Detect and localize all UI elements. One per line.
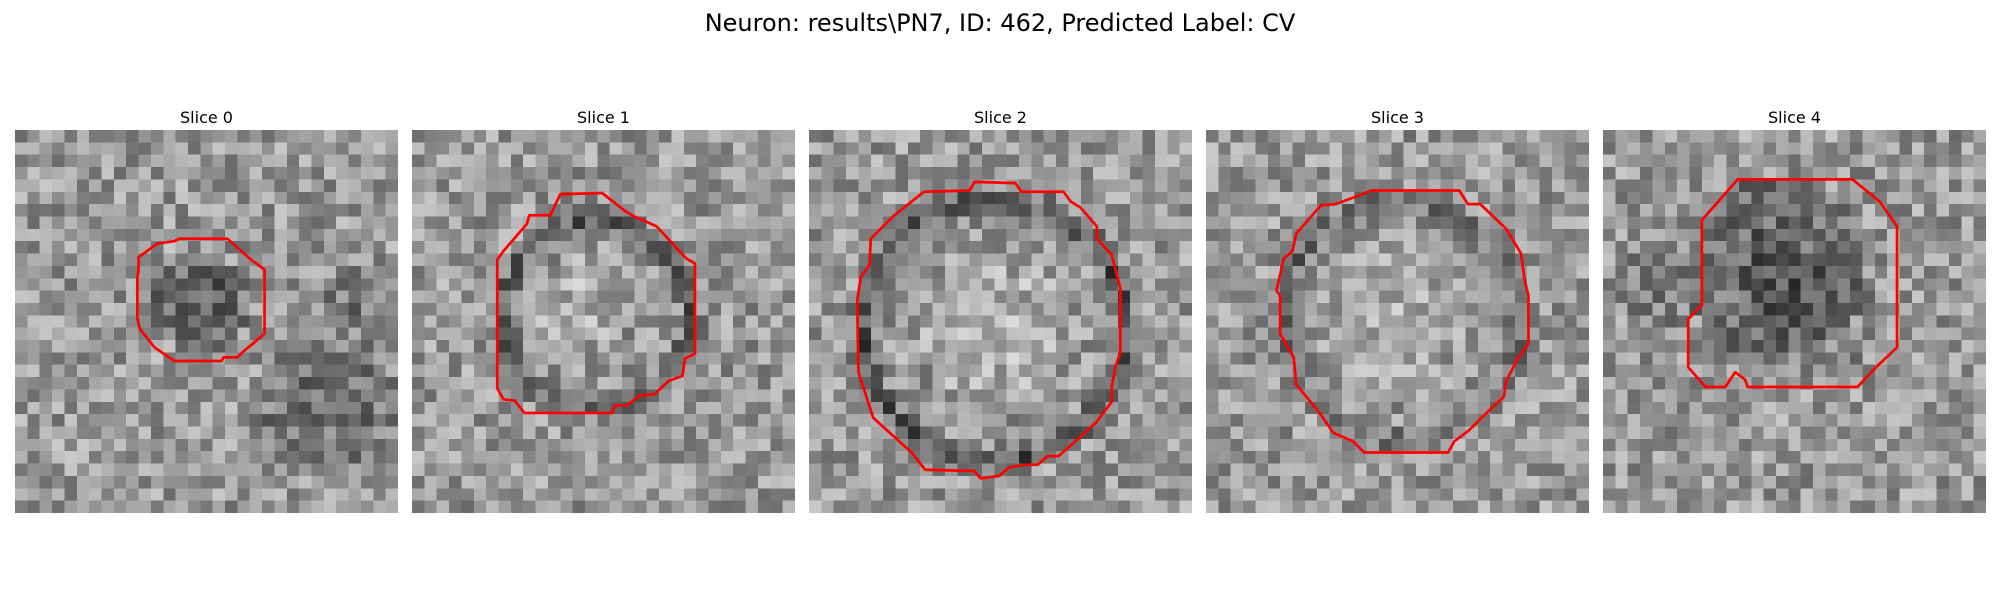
slice-panel-1: Slice 1: [412, 108, 795, 513]
slice-panel-4: Slice 4: [1603, 108, 1986, 513]
slice-image-3: [1206, 130, 1589, 513]
slice-panel-2: Slice 2: [809, 108, 1192, 513]
slice-panel-3: Slice 3: [1206, 108, 1589, 513]
slice-pixels-3: [1206, 130, 1589, 513]
slice-pixels-2: [809, 130, 1192, 513]
slice-image-4: [1603, 130, 1986, 513]
slice-image-0: [15, 130, 398, 513]
slice-title-1: Slice 1: [577, 108, 630, 127]
slice-pixels-4: [1603, 130, 1986, 513]
slice-contour-2: [855, 180, 1122, 480]
slice-title-2: Slice 2: [974, 108, 1027, 127]
slice-panel-0: Slice 0: [15, 108, 398, 513]
figure-title: Neuron: results\PN7, ID: 462, Predicted …: [704, 9, 1296, 37]
slice-pixels-0: [15, 130, 398, 513]
slice-pixels-1: [412, 130, 795, 513]
slice-image-2: [809, 130, 1192, 513]
slice-image-1: [412, 130, 795, 513]
slice-title-0: Slice 0: [180, 108, 233, 127]
slice-title-4: Slice 4: [1768, 108, 1821, 127]
slice-contour-4: [1686, 178, 1899, 389]
slice-contour-1: [495, 191, 697, 415]
slice-title-3: Slice 3: [1371, 108, 1424, 127]
slice-contour-3: [1275, 189, 1530, 454]
slice-contour-0: [135, 237, 266, 363]
